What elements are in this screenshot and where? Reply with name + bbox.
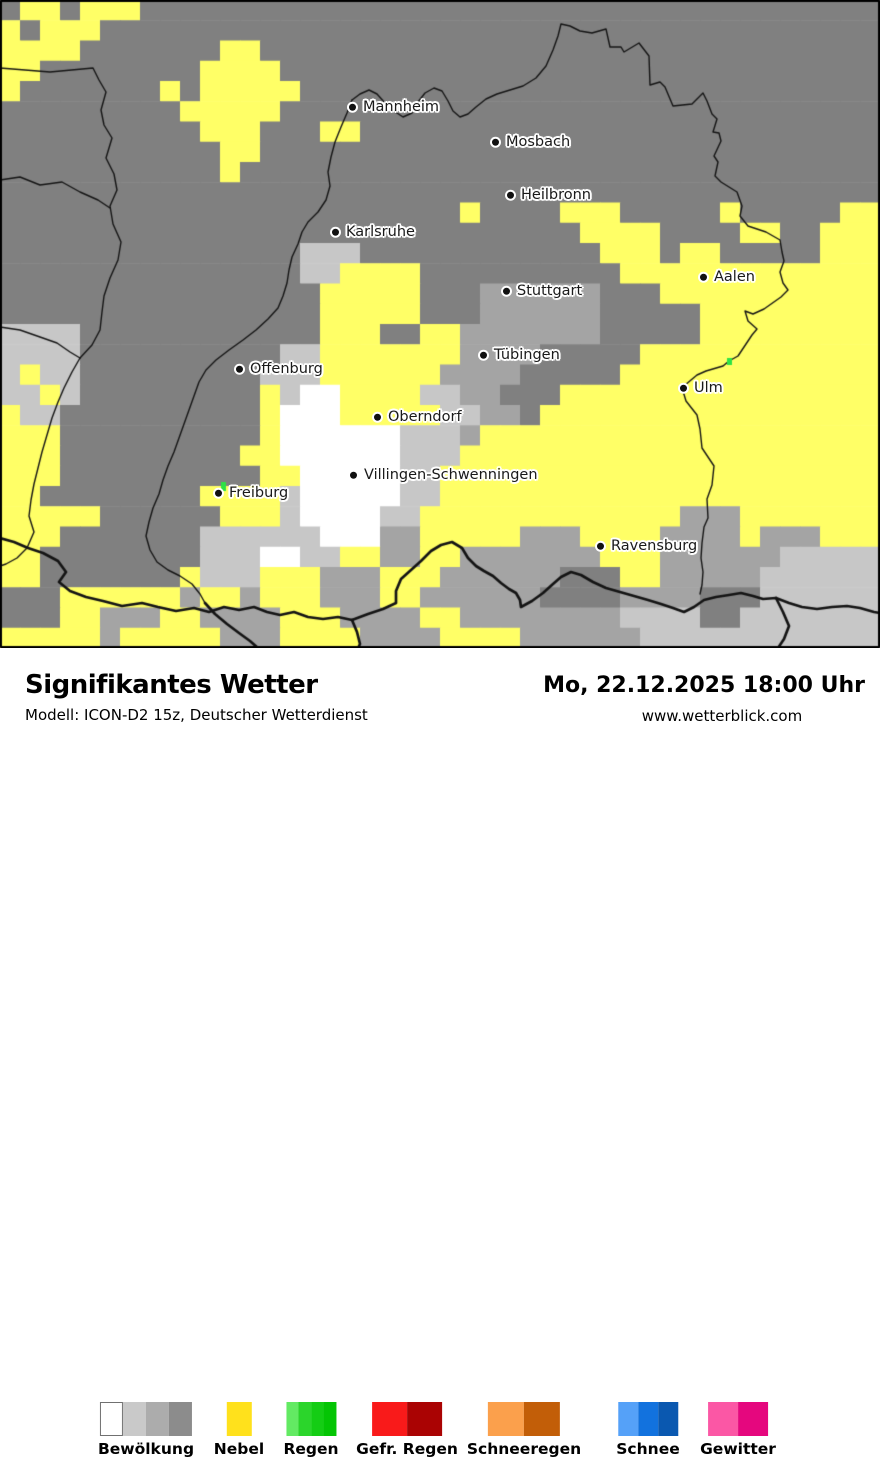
legend-item-gewitter: Gewitter — [700, 1402, 776, 1458]
legend-swatch-segment — [637, 1402, 658, 1436]
forecast-datetime: Mo, 22.12.2025 18:00 Uhr — [543, 673, 865, 698]
legend-item-regen: Regen — [283, 1402, 339, 1458]
page-title: Signifikantes Wetter — [25, 670, 318, 700]
legend-swatch-segment — [406, 1402, 442, 1436]
legend-item-schnee: Schnee — [616, 1402, 680, 1458]
legend-swatch-segment — [123, 1402, 146, 1436]
legend-swatch-segment — [100, 1402, 123, 1436]
legend-swatch-strip — [100, 1402, 192, 1436]
legend-swatch-segment — [617, 1402, 638, 1436]
legend-swatch-strip — [488, 1402, 560, 1436]
legend-label: Nebel — [213, 1440, 265, 1458]
legend-swatch-segment — [298, 1402, 311, 1436]
legend-item-bew-lkung: Bewölkung — [98, 1402, 194, 1458]
legend-label: Bewölkung — [97, 1440, 195, 1458]
model-info: Modell: ICON-D2 15z, Deutscher Wetterdie… — [25, 706, 368, 724]
legend-swatch-segment — [226, 1402, 252, 1436]
legend-swatch-segment — [169, 1402, 192, 1436]
legend-swatch-segment — [371, 1402, 407, 1436]
legend-label: Gewitter — [700, 1440, 776, 1458]
legend-swatch-segment — [323, 1402, 336, 1436]
legend-swatch-strip — [617, 1402, 678, 1436]
legend-swatch-strip — [226, 1402, 252, 1436]
legend-swatch-strip — [286, 1402, 336, 1436]
legend-swatch-segment — [738, 1402, 768, 1436]
legend: Bewölkung Nebel Regen Gefr. Regen Schneerege… — [0, 1296, 880, 1478]
legend-swatch-strip — [708, 1402, 768, 1436]
legend-item-gefr-regen: Gefr. Regen — [356, 1402, 458, 1458]
legend-label: Regen — [283, 1440, 339, 1458]
legend-swatch-segment — [708, 1402, 738, 1436]
legend-item-schneeregen: Schneeregen — [467, 1402, 581, 1458]
legend-swatch-strip — [371, 1402, 442, 1436]
legend-item-nebel: Nebel — [214, 1402, 264, 1458]
legend-swatch-segment — [524, 1402, 560, 1436]
legend-swatch-segment — [311, 1402, 324, 1436]
legend-swatch-segment — [657, 1402, 678, 1436]
legend-swatch-segment — [488, 1402, 524, 1436]
weather-map-raster — [0, 0, 880, 648]
legend-swatch-segment — [286, 1402, 299, 1436]
legend-label: Gefr. Regen — [356, 1440, 458, 1458]
legend-swatch-segment — [146, 1402, 169, 1436]
weather-map: Mannheim Mosbach Heilbronn Karlsruhe Stuttga… — [0, 0, 880, 648]
legend-label: Schnee — [616, 1440, 680, 1458]
legend-label: Schneeregen — [466, 1440, 582, 1458]
footer: Signifikantes Wetter Modell: ICON-D2 15z… — [0, 648, 880, 1458]
website-url: www.wetterblick.com — [641, 707, 803, 725]
